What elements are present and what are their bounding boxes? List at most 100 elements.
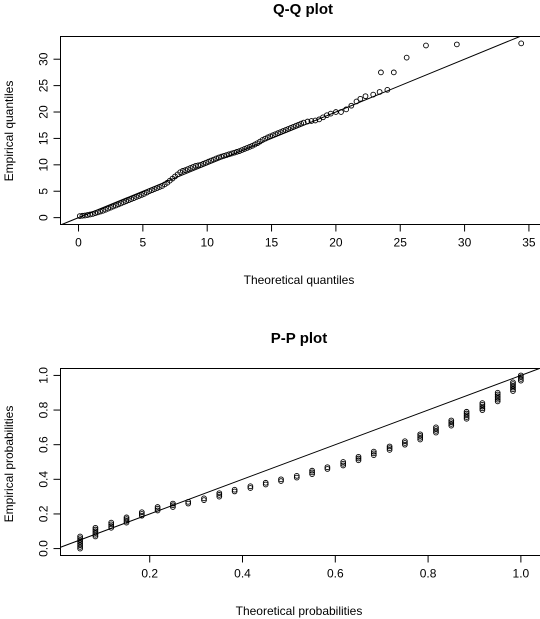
qq-data-point-53 <box>213 155 220 162</box>
qq-data-point-20 <box>128 196 135 203</box>
qq-data-point-80 <box>282 127 289 133</box>
qq-data-point-79 <box>280 128 286 134</box>
qq-x-tick-label-6: 30 <box>458 236 472 250</box>
qq-y-tick-label-0: 0 <box>37 214 51 221</box>
qq-data-point-103 <box>376 89 383 95</box>
qq-data-point-66 <box>246 144 253 150</box>
pp-data-point-59 <box>370 452 377 458</box>
pp-data-point-6 <box>77 535 83 542</box>
pp-data-point-16 <box>108 521 115 528</box>
pp-data-point-99 <box>510 382 516 389</box>
qq-data-point-107 <box>403 54 410 61</box>
pp-data-point-101 <box>510 379 516 386</box>
qq-data-point-105 <box>378 69 384 76</box>
pp-data-point-87 <box>479 403 486 410</box>
qq-data-point-30 <box>154 185 160 191</box>
qq-data-point-57 <box>223 152 230 158</box>
qq-data-point-74 <box>267 133 274 140</box>
pp-y-tick-label-4: 0.8 <box>37 401 51 418</box>
pp-data-point-47 <box>293 473 300 479</box>
pp-data-point-54 <box>340 460 347 467</box>
qq-data-point-44 <box>190 164 196 170</box>
pp-x-tick-label-3: 0.8 <box>420 567 437 581</box>
qq-data-point-54 <box>215 154 222 161</box>
qq-data-point-12 <box>107 204 114 211</box>
pp-data-point-93 <box>494 393 501 400</box>
qq-x-tick-label-0: 0 <box>75 236 82 250</box>
qq-y-tick-label-6: 30 <box>37 52 51 66</box>
pp-data-point-21 <box>123 514 130 521</box>
pp-x-axis-label: Theoretical probabilities <box>236 604 363 618</box>
pp-y-tick-label-1: 0.2 <box>37 505 51 522</box>
pp-data-point-64 <box>386 443 393 450</box>
qq-data-point-90 <box>312 117 319 124</box>
qq-data-point-16 <box>118 200 124 207</box>
pp-points <box>77 372 524 552</box>
qq-data-point-45 <box>192 163 199 169</box>
pp-data-point-95 <box>494 389 501 396</box>
qq-data-point-29 <box>151 186 158 192</box>
qq-data-point-27 <box>146 188 153 195</box>
pp-reference-line <box>60 368 540 548</box>
pp-data-point-11 <box>92 528 99 535</box>
pp-x-tick-label-4: 1.0 <box>513 567 530 581</box>
qq-data-point-86 <box>298 120 304 127</box>
qq-data-point-58 <box>226 151 232 158</box>
pp-data-point-67 <box>402 438 408 445</box>
pp-data-point-50 <box>309 467 315 474</box>
qq-data-point-85 <box>295 121 302 128</box>
qq-data-point-89 <box>308 118 315 124</box>
pp-data-point-19 <box>123 518 130 524</box>
pp-data-point-78 <box>448 419 455 426</box>
qq-data-point-48 <box>200 160 207 167</box>
qq-y-tick-label-5: 25 <box>37 79 51 93</box>
pp-data-point-70 <box>417 433 424 439</box>
qq-data-point-31 <box>156 184 163 190</box>
qq-data-point-94 <box>327 110 334 117</box>
pp-data-point-41 <box>247 483 254 490</box>
pp-x-tick-label-1: 0.4 <box>234 567 251 581</box>
qq-data-point-14 <box>112 202 119 209</box>
qq-data-point-109 <box>454 41 460 48</box>
pp-data-point-33 <box>201 497 207 503</box>
qq-y-axis-label: Empirical quantiles <box>2 81 16 182</box>
qq-data-point-2 <box>82 212 88 219</box>
pp-y-tick-label-5: 1.0 <box>37 367 51 384</box>
pp-plot-frame <box>60 368 540 556</box>
qq-data-point-13 <box>110 203 117 210</box>
pp-data-point-38 <box>231 488 238 495</box>
pp-data-point-57 <box>355 455 362 462</box>
pp-data-point-17 <box>108 519 115 526</box>
qq-data-point-1 <box>79 212 86 219</box>
pp-data-point-36 <box>216 492 223 498</box>
pp-data-point-34 <box>201 495 207 502</box>
qq-data-point-51 <box>208 157 214 164</box>
pp-data-point-26 <box>154 505 161 512</box>
qq-x-tick-label-1: 5 <box>140 236 147 250</box>
pp-data-point-15 <box>108 523 115 529</box>
qq-data-point-61 <box>233 149 240 155</box>
pp-data-point-75 <box>433 424 439 431</box>
pp-data-point-60 <box>370 450 377 457</box>
qq-data-point-78 <box>277 129 284 135</box>
pp-data-point-84 <box>463 408 470 415</box>
qq-data-point-63 <box>239 147 245 153</box>
qq-plot-title: Q-Q plot <box>273 1 333 18</box>
pp-x-axis: 0.2 0.4 0.6 0.8 1.0 <box>141 555 530 581</box>
qq-panel: Q-Q plot 0 5 10 15 20 25 30 35 0 5 10 15 20 25 30 The… <box>2 1 540 287</box>
qq-x-axis: 0 5 10 15 20 25 30 35 <box>75 224 536 250</box>
pp-data-point-71 <box>417 431 424 438</box>
pp-data-point-52 <box>324 464 331 471</box>
pp-data-point-29 <box>170 502 176 509</box>
qq-data-point-43 <box>187 165 194 171</box>
pp-plot-title: P-P plot <box>271 330 327 347</box>
qq-data-point-75 <box>269 132 276 139</box>
qq-data-point-87 <box>300 119 307 126</box>
qq-data-point-23 <box>136 193 142 199</box>
qq-data-point-76 <box>272 131 279 138</box>
qq-data-point-4 <box>87 211 93 218</box>
pp-data-point-32 <box>185 498 192 505</box>
qq-x-tick-label-5: 25 <box>394 236 408 250</box>
pp-data-point-88 <box>479 402 486 408</box>
qq-data-point-50 <box>205 158 212 165</box>
